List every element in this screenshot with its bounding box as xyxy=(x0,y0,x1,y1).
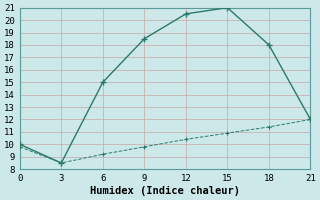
X-axis label: Humidex (Indice chaleur): Humidex (Indice chaleur) xyxy=(90,186,240,196)
